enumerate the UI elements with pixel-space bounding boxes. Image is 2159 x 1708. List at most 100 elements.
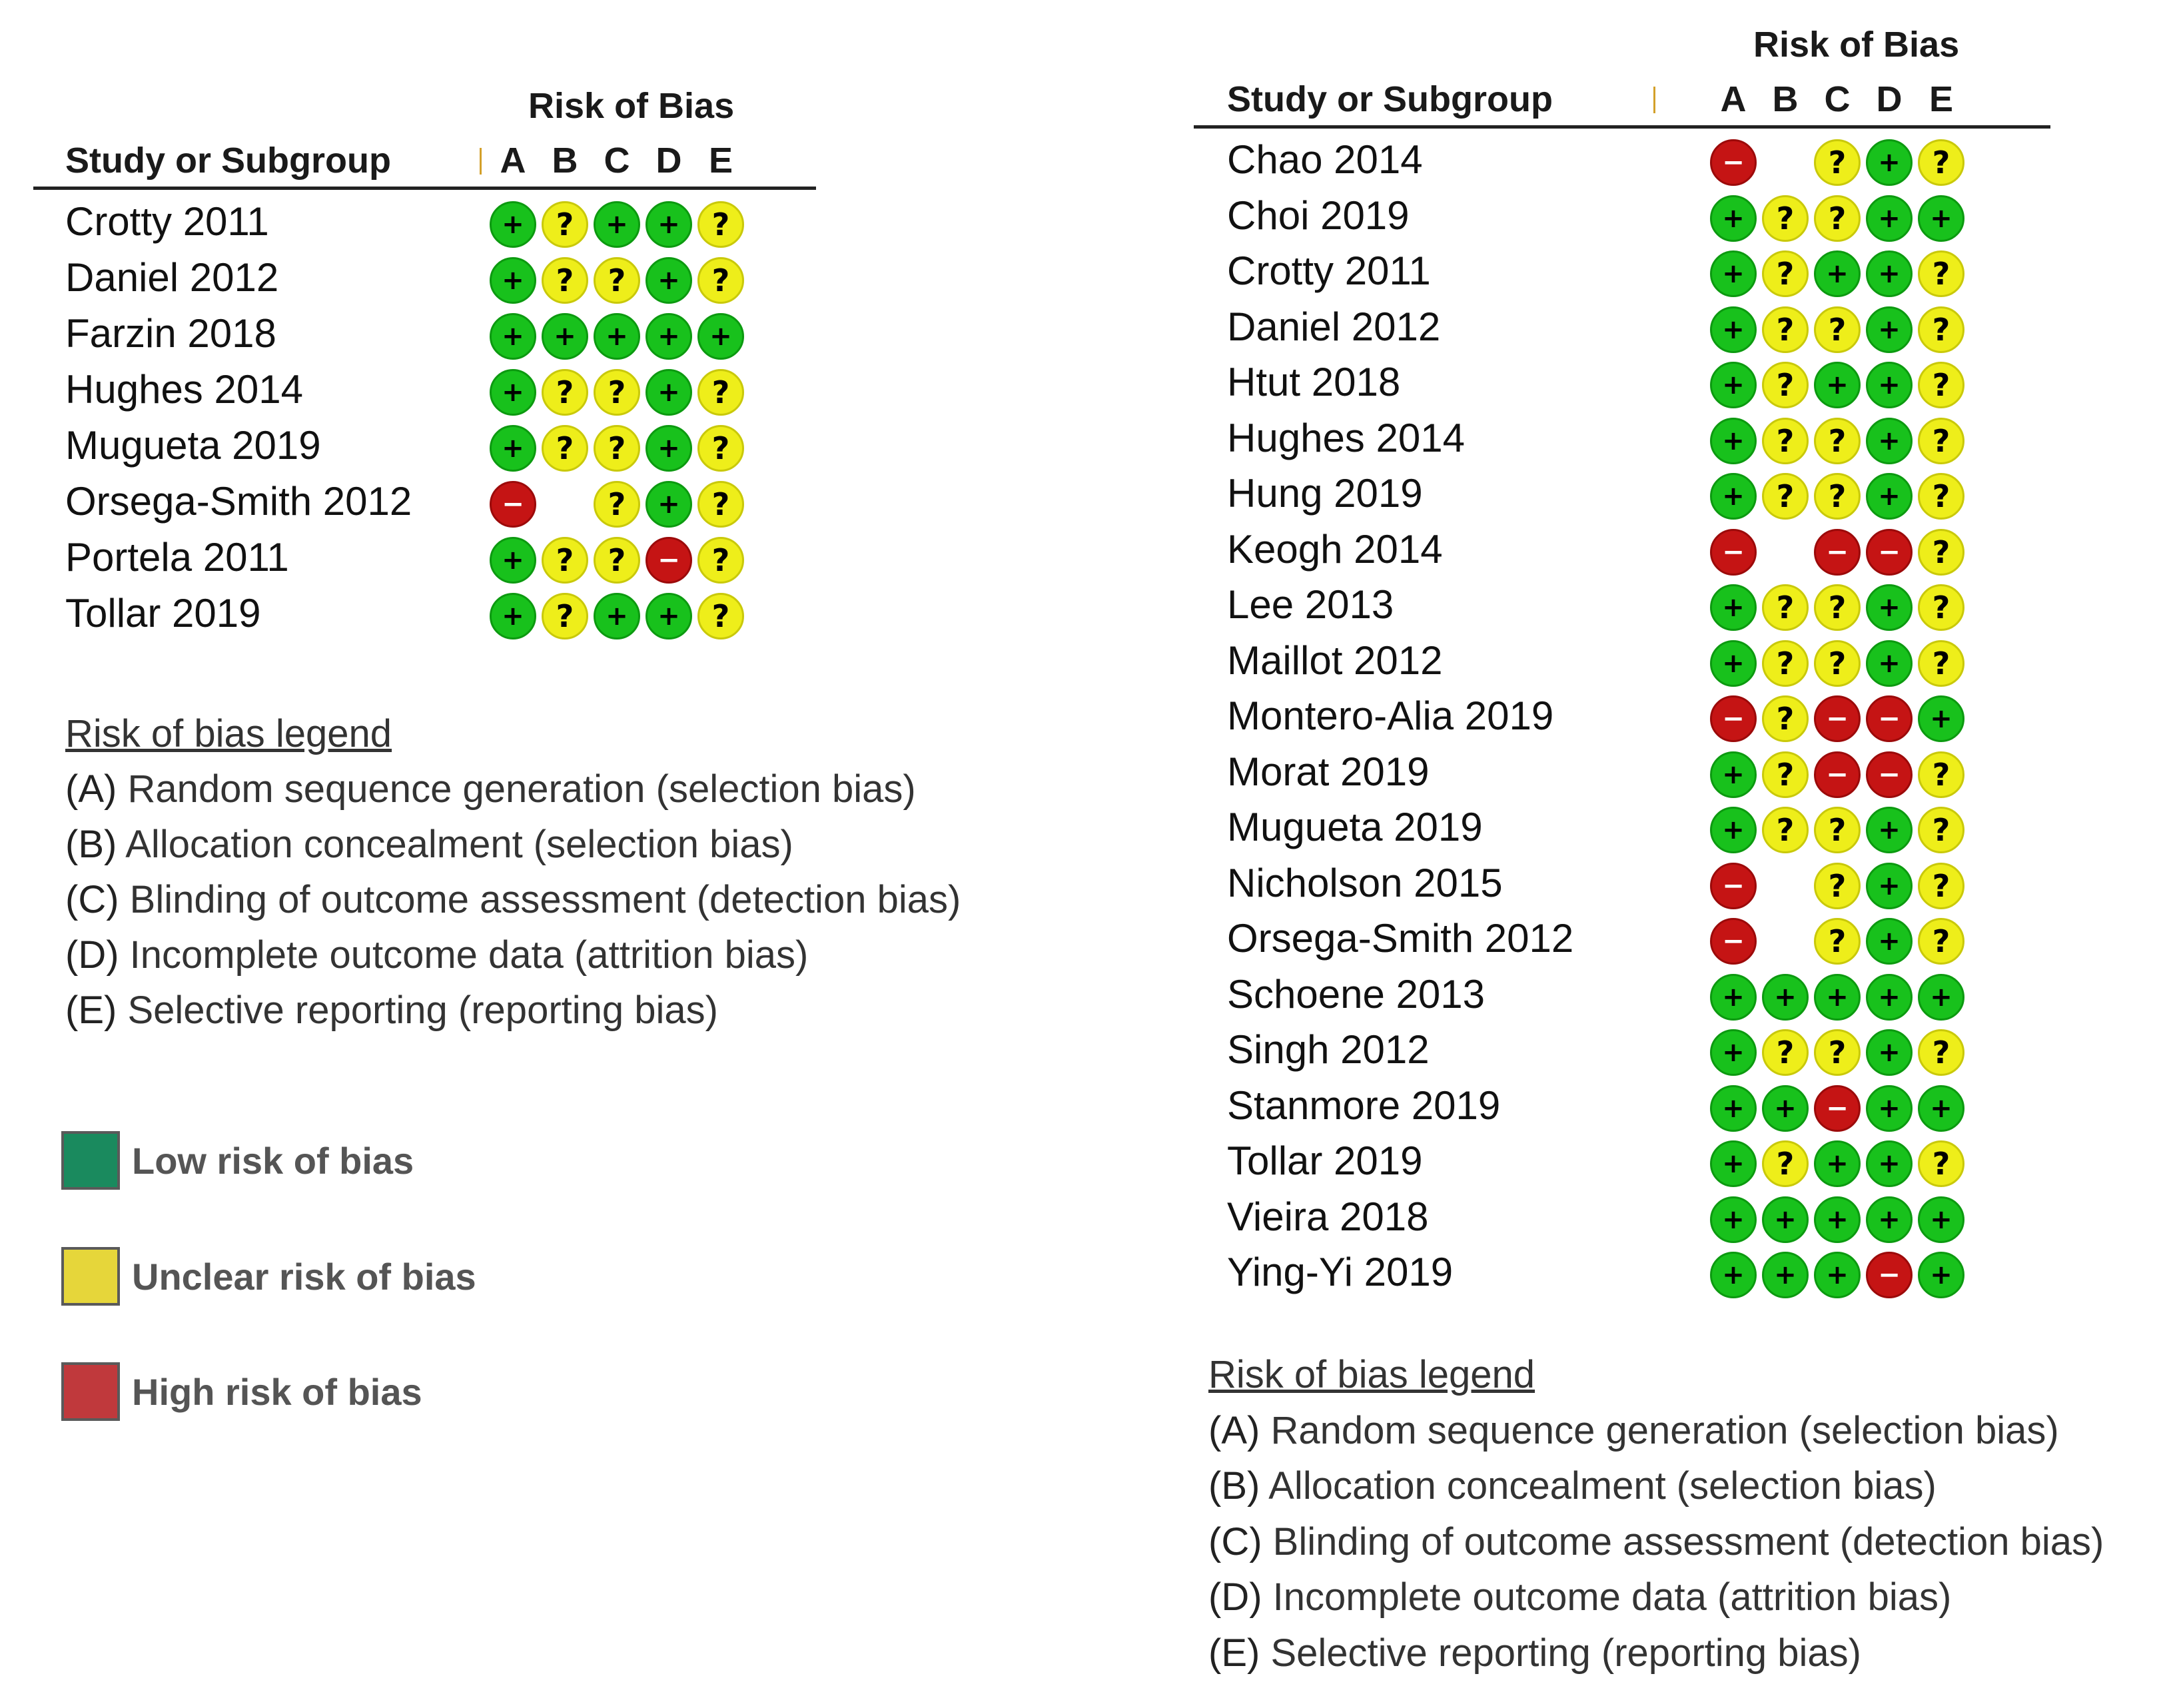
rating-unclear-c: ? — [1814, 417, 1861, 464]
color-key-label: High risk of bias — [132, 1371, 422, 1413]
study-name: Farzin 2018 — [65, 311, 276, 356]
rating-unclear-e: ? — [1918, 584, 1964, 631]
rating-high-d: − — [1866, 1252, 1913, 1298]
study-name: Crotty 2011 — [1227, 248, 1431, 293]
legend-text: Allocation concealment (selection bias) — [1260, 1464, 1937, 1507]
left-table-row: Tollar 2019 +? + +? — [0, 590, 1066, 646]
right-domain-label-c: C — [1824, 79, 1851, 119]
left-domain-label-c: C — [604, 141, 630, 181]
legend-text: Selective reporting (reporting bias) — [117, 989, 718, 1032]
rating-high-c: − — [1814, 528, 1861, 576]
rating-low-b: + — [1762, 1084, 1809, 1132]
rating-high-c: − — [1814, 1084, 1861, 1132]
legend-text: Selective reporting (reporting bias) — [1260, 1631, 1861, 1675]
rating-unclear-c: ? — [1814, 807, 1861, 853]
study-name: Lee 2013 — [1227, 582, 1394, 627]
rating-low-a: + — [1710, 250, 1757, 297]
rating-unclear-b: ? — [1762, 1029, 1809, 1076]
right-table-row: Daniel 2012 +?? +? — [1186, 304, 2159, 360]
study-name: Ying-Yi 2019 — [1227, 1250, 1454, 1294]
right-table-row: Singh 2012 +?? +? — [1186, 1027, 2159, 1082]
study-name: Nicholson 2015 — [1227, 860, 1503, 905]
rating-low-c: + — [594, 593, 640, 640]
rating-unclear-e: ? — [1918, 139, 1964, 186]
rating-high-a: − — [1710, 918, 1757, 965]
left-legend-item: (D) Incomplete outcome data (attrition b… — [65, 933, 808, 977]
legend-text: Random sequence generation (selection bi… — [1260, 1408, 2059, 1452]
rating-low-c: + — [1814, 1196, 1861, 1243]
study-name: Hughes 2014 — [1227, 415, 1465, 460]
left-table-row: Portela 2011 +?? −? — [0, 534, 1066, 590]
left-legend-item: (C) Blinding of outcome assessment (dete… — [65, 877, 961, 922]
color-key-swatch-low — [61, 1131, 120, 1190]
right-risk-of-bias-panel: Risk of Bias Study or Subgroup A B C D E Chao 2… — [1186, 0, 2159, 1708]
right-table-row: Hughes 2014 +?? +? — [1186, 415, 2159, 471]
legend-key: (B) — [1208, 1464, 1260, 1507]
right-table-row: Maillot 2012 +?? +? — [1186, 638, 2159, 693]
rating-low-e: + — [1918, 195, 1964, 242]
color-key-swatch-unclear — [61, 1247, 120, 1306]
rating-low-a: + — [1710, 473, 1757, 520]
right-table-row: Morat 2019 +? − −? — [1186, 749, 2159, 805]
rating-low-e: + — [1918, 695, 1964, 742]
legend-key: (E) — [65, 989, 117, 1032]
study-name: Tollar 2019 — [65, 591, 261, 636]
rating-unclear-e: ? — [697, 593, 744, 640]
rating-unclear-e: ? — [1918, 306, 1964, 353]
rating-low-e: + — [697, 313, 744, 360]
rating-unclear-b: ? — [542, 537, 588, 584]
study-name: Maillot 2012 — [1227, 638, 1443, 683]
legend-text: Blinding of outcome assessment (detectio… — [1262, 1519, 2104, 1563]
rating-unclear-e: ? — [1918, 528, 1964, 576]
rating-unclear-c: ? — [1814, 306, 1861, 353]
rating-low-d: + — [1866, 640, 1913, 687]
rating-unclear-e: ? — [697, 257, 744, 304]
rating-low-d: + — [1866, 807, 1913, 853]
legend-text: Incomplete outcome data (attrition bias) — [119, 933, 809, 977]
rating-low-a: + — [490, 425, 536, 472]
study-name: Tollar 2019 — [1227, 1138, 1423, 1183]
rating-low-d: + — [1866, 862, 1913, 909]
rating-unclear-e: ? — [1918, 250, 1964, 297]
rating-low-d: + — [1866, 1196, 1913, 1243]
rating-low-a: + — [490, 537, 536, 584]
rating-low-d: + — [1866, 918, 1913, 965]
rating-unclear-b: ? — [1762, 584, 1809, 631]
rating-unclear-c: ? — [1814, 862, 1861, 909]
rating-unclear-b: ? — [1762, 473, 1809, 520]
rating-low-d: + — [1866, 1140, 1913, 1187]
rating-unclear-e: ? — [1918, 751, 1964, 798]
rating-unclear-b: ? — [542, 593, 588, 640]
right-study-column-label: Study or Subgroup — [1227, 79, 1553, 119]
rating-unclear-b: ? — [542, 425, 588, 472]
left-legend-item: (E) Selective reporting (reporting bias) — [65, 988, 718, 1033]
study-name: Vieira 2018 — [1227, 1194, 1429, 1239]
left-table-row: Mugueta 2019 +?? +? — [0, 422, 1066, 478]
rating-low-c: + — [1814, 1140, 1861, 1187]
study-name: Keogh 2014 — [1227, 526, 1443, 572]
right-table-row: Ying-Yi 2019 + + + − + — [1186, 1249, 2159, 1305]
right-table-row: Crotty 2011 +? + +? — [1186, 248, 2159, 304]
rating-unclear-c: ? — [594, 537, 640, 584]
rating-unclear-b: ? — [1762, 250, 1809, 297]
legend-key: (A) — [1208, 1408, 1260, 1452]
right-domain-label-e: E — [1929, 79, 1954, 119]
right-legend-item: (A) Random sequence generation (selectio… — [1208, 1408, 2059, 1453]
rating-low-a: + — [1710, 306, 1757, 353]
study-name: Crotty 2011 — [65, 199, 269, 244]
left-domain-label-d: D — [655, 141, 682, 181]
right-table-row: Keogh 2014− − −? — [1186, 526, 2159, 582]
rating-unclear-c: ? — [1814, 918, 1861, 965]
left-domain-label-b: B — [552, 141, 578, 181]
rating-low-a: + — [490, 257, 536, 304]
left-domain-label-e: E — [708, 141, 733, 181]
legend-text: Allocation concealment (selection bias) — [117, 823, 793, 866]
rating-unclear-b: ? — [1762, 695, 1809, 742]
study-name: Hung 2019 — [1227, 471, 1423, 516]
rating-low-d: + — [1866, 417, 1913, 464]
rating-unclear-b: ? — [542, 257, 588, 304]
study-name: Mugueta 2019 — [65, 423, 321, 468]
rating-low-d: + — [646, 201, 692, 248]
rating-low-d: + — [646, 313, 692, 360]
study-name: Orsega-Smith 2012 — [65, 479, 412, 524]
